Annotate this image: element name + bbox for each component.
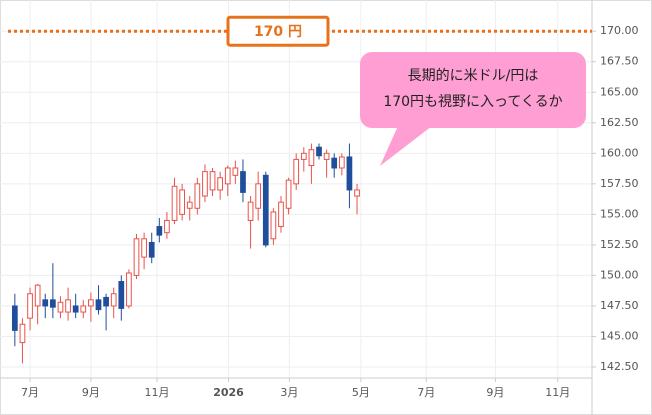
y-tick-label: 167.50 <box>600 55 639 68</box>
candle-body <box>240 171 246 193</box>
callout-tail <box>380 126 432 166</box>
candle-body <box>285 179 292 209</box>
callout-line: 長期的に米ドル/円は <box>408 68 539 84</box>
target-label: 170 円 <box>254 24 302 40</box>
candle-body <box>88 299 94 307</box>
candle-body <box>338 156 345 169</box>
x-tick-label: 11月 <box>145 386 170 399</box>
x-tick-label: 9月 <box>82 386 100 399</box>
candle-body <box>126 272 132 307</box>
candle-body <box>217 177 224 191</box>
candle-body <box>202 171 208 197</box>
candle-body <box>19 323 26 344</box>
x-tick-label: 11月 <box>545 386 570 399</box>
y-tick-label: 147.50 <box>600 299 639 312</box>
candle-body <box>57 301 64 313</box>
candle-body <box>95 299 102 311</box>
candle-body <box>80 305 87 313</box>
candle-body <box>171 185 178 221</box>
y-tick-label: 142.50 <box>600 360 639 373</box>
candle-body <box>232 167 239 176</box>
x-tick-label: 7月 <box>21 386 39 399</box>
candle-body <box>42 299 49 307</box>
candle-body <box>65 299 71 313</box>
candle-body <box>293 158 300 185</box>
y-tick-label: 150.00 <box>600 268 639 281</box>
x-tick-label: 9月 <box>486 386 504 399</box>
candle-body <box>103 296 109 307</box>
candle-body <box>308 149 315 167</box>
candle-body <box>209 171 216 191</box>
candle-body <box>110 293 117 307</box>
candle-body <box>262 174 269 246</box>
candle-body <box>148 241 155 258</box>
target-label-box <box>226 15 330 47</box>
callout-line: 170円も視野に入ってくるか <box>383 94 562 110</box>
candle-body <box>316 146 322 157</box>
y-tick-label: 170.00 <box>600 24 639 37</box>
y-tick-label: 157.50 <box>600 177 639 190</box>
candle-body <box>255 183 262 209</box>
candle-body <box>11 305 18 331</box>
x-tick-label: 7月 <box>417 386 435 399</box>
candle-body <box>50 299 56 308</box>
callout-box <box>360 52 586 128</box>
candle-body <box>194 183 201 209</box>
candle-body <box>346 156 353 191</box>
candle-body <box>133 238 140 276</box>
y-tick-label: 155.00 <box>600 207 639 220</box>
candle-body <box>331 157 338 169</box>
candle-body <box>323 152 330 160</box>
candle-body <box>224 167 231 185</box>
candle-body <box>270 211 277 240</box>
candle-body <box>141 238 147 258</box>
candle-body <box>156 226 163 236</box>
candle-body <box>27 293 33 319</box>
candle-body <box>118 281 125 309</box>
y-tick-label: 145.00 <box>600 329 639 342</box>
x-tick-label: 3月 <box>280 386 298 399</box>
candle-body <box>300 152 307 160</box>
y-tick-label: 162.50 <box>600 116 639 129</box>
candle-body <box>354 189 360 197</box>
candle-body <box>179 189 185 215</box>
candle-body <box>34 284 41 307</box>
x-tick-label: 2026 <box>213 386 244 399</box>
y-tick-label: 152.50 <box>600 238 639 251</box>
candle-body <box>164 219 170 234</box>
candle-body <box>247 201 254 221</box>
x-tick-label: 5月 <box>352 386 370 399</box>
candle-body <box>278 201 284 228</box>
y-tick-label: 160.00 <box>600 146 639 159</box>
candle-body <box>186 201 193 209</box>
y-tick-label: 165.00 <box>600 85 639 98</box>
candle-body <box>72 305 79 313</box>
